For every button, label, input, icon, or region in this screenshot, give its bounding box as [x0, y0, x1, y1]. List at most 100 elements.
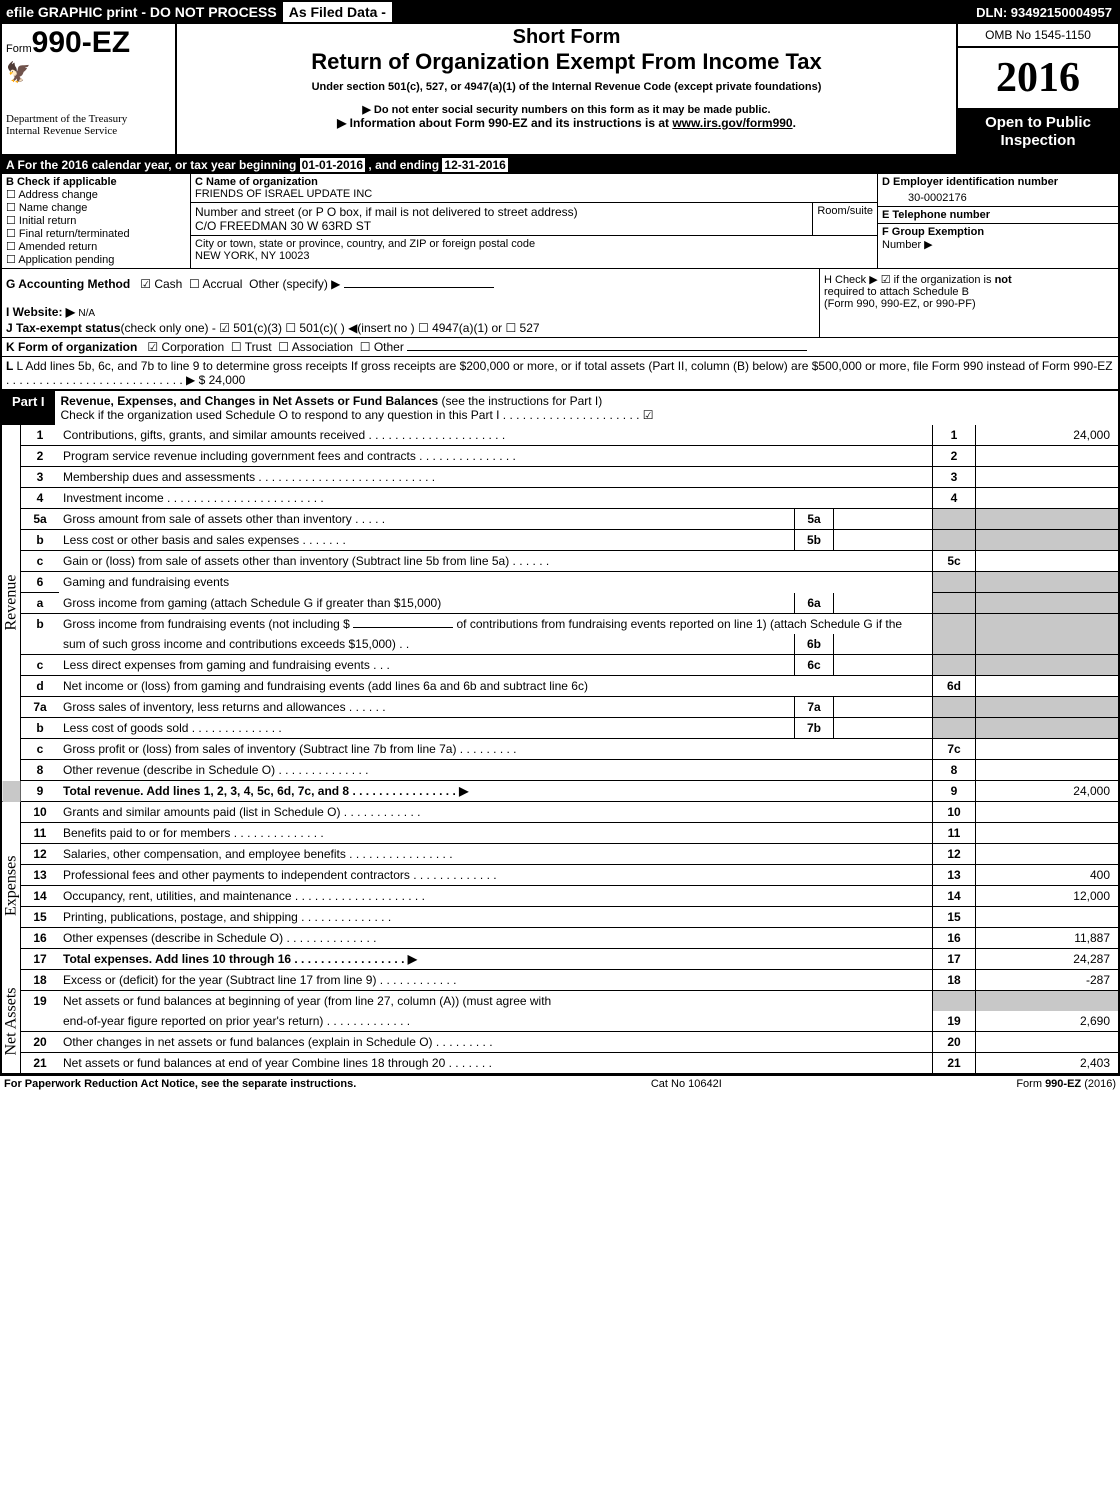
l12-no: 12 — [21, 844, 60, 865]
l6b-blank[interactable] — [353, 627, 453, 628]
line-6b: b Gross income from fundraising events (… — [2, 614, 1118, 635]
line-5b: b Less cost or other basis and sales exp… — [2, 530, 1118, 551]
chk-accrual[interactable]: Accrual — [189, 277, 242, 291]
info-line: Information about Form 990-EZ and its in… — [183, 116, 950, 130]
c-city-row: City or town, state or province, country… — [191, 236, 877, 264]
l12-desc: Salaries, other compensation, and employ… — [59, 844, 933, 865]
info-link[interactable]: www.irs.gov/form990 — [672, 116, 792, 130]
f-label2: Number ▶ — [882, 239, 933, 251]
l19-rn1 — [933, 991, 976, 1012]
dln-label: DLN: 93492150004957 — [970, 3, 1118, 22]
l11-no: 11 — [21, 823, 60, 844]
chk-cash[interactable]: Cash — [140, 277, 182, 291]
form-number-block: Form990-EZ 🦅 Department of the Treasury … — [2, 24, 177, 154]
l1-no: 1 — [21, 425, 60, 446]
l20-rv — [976, 1032, 1119, 1053]
chk-amended[interactable]: Amended return — [6, 240, 186, 253]
l18-desc: Excess or (deficit) for the year (Subtra… — [59, 970, 933, 991]
l12-rv — [976, 844, 1119, 865]
l3-rn: 3 — [933, 467, 976, 488]
l15-rn: 15 — [933, 907, 976, 928]
i-line: I Website: ▶ N/A — [6, 305, 815, 319]
l13-rn: 13 — [933, 865, 976, 886]
l5b-desc: Less cost or other basis and sales expen… — [59, 530, 795, 551]
a-begin: 01-01-2016 — [300, 158, 365, 172]
l19-desc2: end-of-year figure reported on prior yea… — [59, 1011, 933, 1032]
g-other-line[interactable] — [344, 287, 494, 288]
l6-desc: Gaming and fundraising events — [59, 572, 933, 593]
chk-corp[interactable]: Corporation — [147, 340, 224, 354]
form-990ez: efile GRAPHIC print - DO NOT PROCESS As … — [0, 0, 1120, 1075]
g-line: G Accounting Method Cash Accrual Other (… — [6, 277, 815, 291]
l15-desc: Printing, publications, postage, and shi… — [59, 907, 933, 928]
l7b-rv — [976, 718, 1119, 739]
city-label: City or town, state or province, country… — [195, 238, 873, 250]
l5b-rn — [933, 530, 976, 551]
l16-desc: Other expenses (describe in Schedule O) … — [59, 928, 933, 949]
l7b-sub: 7b — [795, 718, 834, 739]
l21-desc: Net assets or fund balances at end of ye… — [59, 1053, 933, 1074]
l4-rv — [976, 488, 1119, 509]
l5c-desc: Gain or (loss) from sale of assets other… — [59, 551, 933, 572]
do-not-enter: Do not enter social security numbers on … — [183, 103, 950, 116]
l19-desc1: Net assets or fund balances at beginning… — [59, 991, 933, 1012]
l11-rv — [976, 823, 1119, 844]
line-20: 20 Other changes in net assets or fund b… — [2, 1032, 1118, 1053]
l6b-d1: Gross income from fundraising events (no… — [63, 617, 353, 631]
l9-rv: 24,000 — [976, 781, 1119, 802]
chk-other[interactable]: Other — [360, 340, 404, 354]
l18-rv: -287 — [976, 970, 1119, 991]
street-main: Number and street (or P O box, if mail i… — [191, 203, 812, 235]
chk-trust[interactable]: Trust — [231, 340, 272, 354]
page-footer: For Paperwork Reduction Act Notice, see … — [0, 1075, 1120, 1092]
do-not-text: Do not enter social security numbers on … — [374, 104, 771, 116]
line-17: 17 Total expenses. Add lines 10 through … — [2, 949, 1118, 970]
l6c-rn — [933, 655, 976, 676]
dept-irs: Internal Revenue Service — [6, 125, 171, 137]
l17-desc: Total expenses. Add lines 10 through 16 … — [59, 949, 933, 970]
l6-no: 6 — [21, 572, 60, 593]
c-name-row: C Name of organization FRIENDS OF ISRAEL… — [191, 174, 877, 203]
line-13: 13 Professional fees and other payments … — [2, 865, 1118, 886]
d-block: D Employer identification number 30-0002… — [878, 174, 1118, 268]
k-other-line[interactable] — [407, 350, 807, 351]
chk-name[interactable]: Name change — [6, 201, 186, 214]
info-pre: Information about Form 990-EZ and its in… — [350, 116, 673, 130]
l-value: 24,000 — [209, 373, 246, 387]
chk-assoc[interactable]: Association — [278, 340, 353, 354]
line-15: 15 Printing, publications, postage, and … — [2, 907, 1118, 928]
l5a-desc: Gross amount from sale of assets other t… — [59, 509, 795, 530]
l6c-val — [834, 655, 933, 676]
l14-desc: Occupancy, rent, utilities, and maintena… — [59, 886, 933, 907]
l13-rv: 400 — [976, 865, 1119, 886]
line-11: 11 Benefits paid to or for members . . .… — [2, 823, 1118, 844]
l2-desc: Program service revenue including govern… — [59, 446, 933, 467]
line-2: 2 Program service revenue including gove… — [2, 446, 1118, 467]
chk-initial[interactable]: Initial return — [6, 214, 186, 227]
l6a-rn — [933, 593, 976, 614]
side-rev-end — [2, 781, 21, 802]
open-line2: Inspection — [960, 132, 1116, 150]
l16-rv: 11,887 — [976, 928, 1119, 949]
l7c-rn: 7c — [933, 739, 976, 760]
title-block: Short Form Return of Organization Exempt… — [177, 24, 956, 154]
l6b-val — [834, 634, 933, 655]
c-label: C Name of organization — [195, 176, 873, 188]
chk-address[interactable]: Address change — [6, 188, 186, 201]
line-12: 12 Salaries, other compensation, and emp… — [2, 844, 1118, 865]
chk-final[interactable]: Final return/terminated — [6, 227, 186, 240]
h-block: H Check ▶ ☑ if the organization is not r… — [819, 269, 1118, 337]
l6d-desc: Net income or (loss) from gaming and fun… — [59, 676, 933, 697]
line-16: 16 Other expenses (describe in Schedule … — [2, 928, 1118, 949]
l7a-no: 7a — [21, 697, 60, 718]
part1-sub: (see the instructions for Part I) — [442, 394, 603, 408]
l7b-no: b — [21, 718, 60, 739]
l19b-no — [21, 1011, 60, 1032]
l6d-no: d — [21, 676, 60, 697]
l9-desc: Total revenue. Add lines 1, 2, 3, 4, 5c,… — [59, 781, 933, 802]
l5b-rv — [976, 530, 1119, 551]
chk-pending[interactable]: Application pending — [6, 253, 186, 266]
l2-no: 2 — [21, 446, 60, 467]
l6b-rn — [933, 634, 976, 655]
l13-desc: Professional fees and other payments to … — [59, 865, 933, 886]
